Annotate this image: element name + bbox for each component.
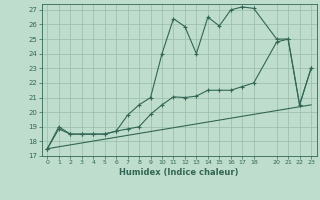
X-axis label: Humidex (Indice chaleur): Humidex (Indice chaleur)	[119, 168, 239, 177]
